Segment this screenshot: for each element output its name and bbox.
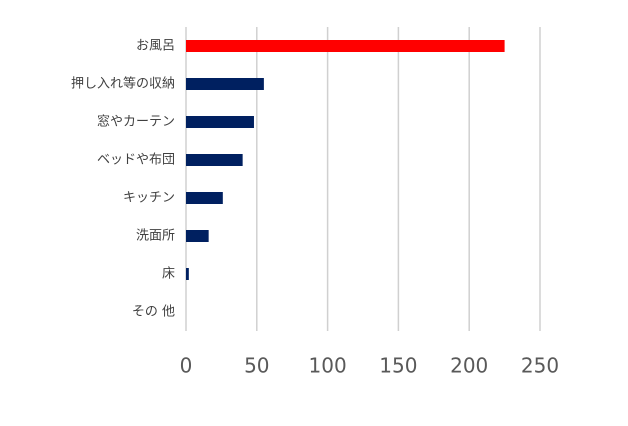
x-tick-label: 0 xyxy=(180,354,193,378)
y-tick-label: 洗面所 xyxy=(136,229,175,244)
y-tick-label: 押し入れ等の収納 xyxy=(71,76,175,92)
y-tick-label: キッチン xyxy=(123,191,175,206)
bar xyxy=(186,230,209,242)
bar xyxy=(186,116,254,128)
x-tick-label: 50 xyxy=(244,354,269,378)
y-tick-label: ベッドや布団 xyxy=(97,153,175,168)
x-tick-label: 100 xyxy=(309,354,347,378)
y-tick-label: 窓やカーテン xyxy=(97,114,175,130)
x-tick-label: 150 xyxy=(379,354,417,378)
y-tick-label: その 他 xyxy=(132,305,175,320)
y-tick-label: 床 xyxy=(162,267,175,282)
bar xyxy=(186,78,264,90)
bar xyxy=(186,192,223,204)
x-tick-label: 200 xyxy=(450,354,488,378)
y-tick-label: お風呂 xyxy=(136,39,175,54)
bar xyxy=(186,40,505,52)
bar xyxy=(186,154,243,166)
x-tick-label: 250 xyxy=(521,354,559,378)
bar xyxy=(186,268,189,280)
